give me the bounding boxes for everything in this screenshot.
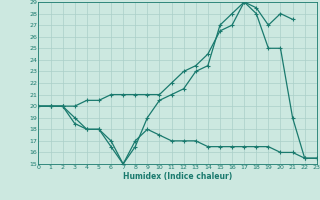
- X-axis label: Humidex (Indice chaleur): Humidex (Indice chaleur): [123, 172, 232, 181]
